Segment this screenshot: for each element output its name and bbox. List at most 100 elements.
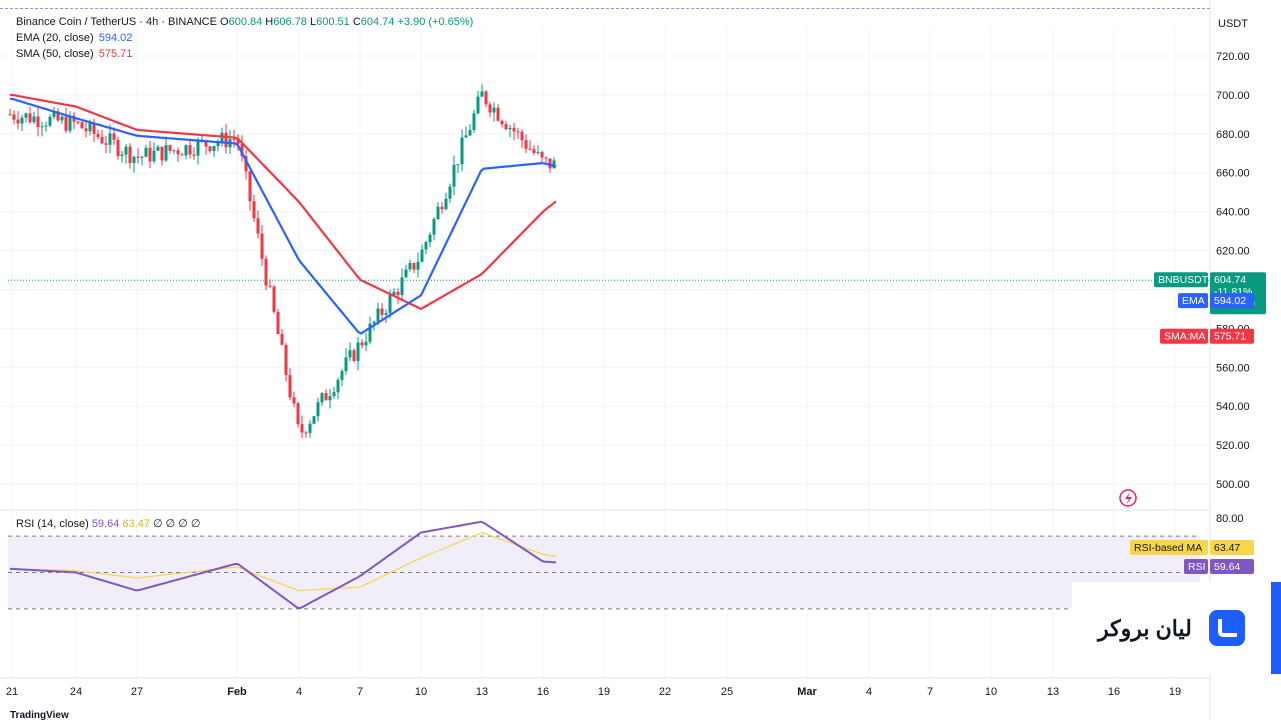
rsi-legend-row[interactable]: RSI (14, close) 59.64 63.47 ∅ ∅ ∅ ∅: [16, 517, 201, 530]
candle-body: [104, 143, 108, 145]
candle-body: [260, 233, 264, 259]
candle-body: [324, 393, 328, 401]
symbol-row[interactable]: Binance Coin / TetherUS · 4h · BINANCE O…: [16, 14, 473, 30]
time-tick-label: 22: [659, 686, 671, 698]
axes-layer: USDT 720.00 700.00 680.00 660.00 640.00 620.00…: [0, 0, 1250, 720]
candle-body: [372, 321, 376, 324]
price-tick-label: 720.00: [1216, 51, 1250, 63]
watermark-edge: [1271, 582, 1281, 674]
candle-body: [100, 136, 104, 144]
candle-body: [384, 313, 388, 315]
candle-body: [168, 145, 172, 151]
broker-watermark: لیان بروکر: [1072, 582, 1281, 674]
candle-body: [136, 156, 140, 158]
open-label: O: [220, 16, 229, 28]
candle-body: [420, 249, 424, 262]
candle-body: [280, 334, 284, 345]
sma-legend-value: 575.71: [98, 48, 133, 60]
candle-body: [160, 146, 164, 161]
candle-body: [496, 107, 500, 121]
candle-body: [332, 392, 336, 397]
candle-body: [444, 198, 448, 210]
time-tick-label: Mar: [797, 686, 817, 698]
lightning-bolt: [1125, 492, 1132, 505]
rsi-ma-name-badge-text: RSI-based MA: [1134, 542, 1202, 554]
candle-body: [516, 131, 520, 133]
candle-body: [184, 145, 188, 156]
candle-body: [204, 140, 208, 147]
price-tick-label: 520.00: [1216, 440, 1250, 452]
candle-body: [208, 146, 212, 152]
candle-body: [80, 122, 84, 129]
indicator-lines: [8, 93, 1210, 610]
candle-body: [32, 116, 36, 123]
tradingview-logo[interactable]: TradingView: [10, 710, 69, 721]
symbol-badge-bg: [1154, 272, 1208, 288]
candle-body: [68, 115, 72, 131]
candle-body: [148, 147, 152, 162]
candle-body: [40, 126, 44, 128]
candle-body: [308, 423, 312, 433]
price-tick-label: 500.00: [1216, 479, 1250, 491]
candle-body: [296, 403, 300, 425]
candle-body: [316, 402, 320, 417]
ema-legend-value: 594.02: [98, 32, 133, 44]
sma-name-badge-bg: [1160, 328, 1208, 344]
time-tick-label: 13: [476, 686, 488, 698]
candle-body: [144, 147, 148, 157]
time-tick-label: 10: [985, 686, 997, 698]
candle-body: [48, 116, 52, 126]
candle-body: [548, 158, 552, 169]
candle-body: [256, 218, 260, 234]
price-tick-label: 540.00: [1216, 401, 1250, 413]
candle-body: [216, 142, 220, 146]
candle-body: [28, 113, 32, 123]
candle-body: [328, 396, 332, 401]
candle-body: [320, 393, 324, 403]
rsi-ma-name-badge-bg: [1130, 540, 1208, 556]
candle-body: [504, 124, 508, 130]
time-tick-label: 27: [131, 686, 143, 698]
candle-body: [476, 96, 480, 114]
candle-body: [364, 341, 368, 346]
price-tick-label: 640.00: [1216, 207, 1250, 219]
candle-body: [424, 242, 428, 250]
candle-body: [268, 285, 272, 287]
candle-body: [20, 117, 24, 124]
candle-body: [448, 186, 452, 199]
candle-body: [388, 295, 392, 314]
candle-body: [336, 379, 340, 393]
price-tick-label: 620.00: [1216, 246, 1250, 258]
lightning-icon[interactable]: [1119, 489, 1137, 507]
sma-legend-row[interactable]: SMA (50, close) 575.71: [16, 46, 473, 62]
broker-name: لیان بروکر: [1098, 616, 1192, 641]
candle-body: [288, 375, 292, 398]
ema-badge-bg: [1210, 293, 1254, 309]
candle-body: [360, 342, 364, 346]
candle-body: [152, 150, 156, 162]
candle-body: [112, 133, 116, 140]
time-tick-label: 4: [866, 686, 872, 698]
sma-legend-label: SMA (50, close): [16, 48, 94, 60]
candles-layer: [8, 84, 556, 439]
symbol-title[interactable]: Binance Coin / TetherUS · 4h · BINANCE: [16, 16, 217, 28]
ema-line: [9, 97, 557, 335]
currency-label: USDT: [1218, 18, 1248, 30]
rsi-tick-label: 80.00: [1216, 513, 1244, 525]
candle-body: [196, 140, 200, 156]
candle-body: [212, 145, 216, 152]
candle-body: [224, 132, 228, 148]
candle-body: [480, 91, 484, 97]
candle-body: [428, 234, 432, 243]
price-tick-label: 560.00: [1216, 362, 1250, 374]
change-value: +3.90 (+0.65%): [397, 16, 474, 28]
candle-body: [392, 291, 396, 296]
candle-body: [312, 416, 316, 424]
candle-body: [460, 137, 464, 165]
candle-body: [56, 111, 60, 121]
time-tick-label: 16: [537, 686, 549, 698]
close-value: 604.74: [360, 16, 395, 28]
candle-body: [84, 128, 88, 132]
ema-legend-row[interactable]: EMA (20, close) 594.02: [16, 30, 473, 46]
